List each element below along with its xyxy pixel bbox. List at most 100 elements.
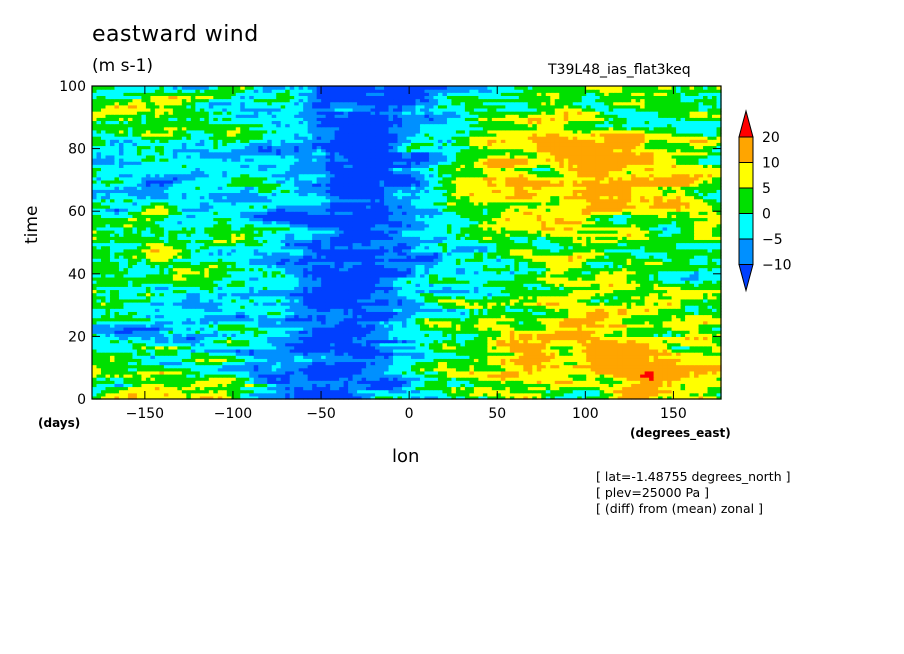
field-cell <box>141 389 147 394</box>
field-cell <box>379 327 385 331</box>
field-cell <box>348 323 354 328</box>
field-cell <box>109 364 116 369</box>
field-cell <box>518 389 524 394</box>
field-cell <box>150 342 156 347</box>
field-cell <box>195 386 201 391</box>
field-cell <box>330 286 336 291</box>
field-cell <box>410 389 417 394</box>
field-cell <box>262 305 268 309</box>
field-cell <box>428 389 435 394</box>
field-cell <box>370 320 376 325</box>
field-cell <box>92 317 98 322</box>
field-cell <box>298 317 304 322</box>
field-cell <box>285 392 291 397</box>
field-cell <box>667 308 673 312</box>
field-cell <box>334 286 340 291</box>
field-cell <box>204 373 210 378</box>
field-cell <box>280 301 286 306</box>
field-cell <box>716 308 722 312</box>
field-cell <box>676 389 682 394</box>
field-cell <box>536 389 542 394</box>
field-cell <box>437 395 444 400</box>
field-cell <box>658 361 664 366</box>
field-cell <box>622 377 628 381</box>
field-cell <box>469 327 475 331</box>
field-cell <box>289 311 295 316</box>
field-cell <box>455 380 462 384</box>
field-cell <box>393 386 399 391</box>
field-cell <box>222 320 228 325</box>
field-cell <box>595 298 601 303</box>
field-cell <box>712 386 718 391</box>
field-cell <box>649 358 655 363</box>
field-cell <box>177 317 183 322</box>
field-cell <box>469 342 475 347</box>
field-cell <box>298 289 304 294</box>
field-cell <box>446 298 453 303</box>
field-cell <box>694 389 700 394</box>
field-cell <box>285 286 291 291</box>
field-cell <box>388 386 394 391</box>
field-cell <box>231 289 237 294</box>
field-cell <box>644 386 650 391</box>
field-cell <box>590 370 596 375</box>
field-cell <box>518 386 524 391</box>
field-cell <box>190 301 196 306</box>
field-cell <box>451 367 457 372</box>
field-cell <box>379 286 385 291</box>
field-cell <box>402 348 408 353</box>
field-cell <box>563 367 569 372</box>
field-cell <box>213 308 219 312</box>
field-cell <box>581 295 587 300</box>
field-cell <box>496 386 502 391</box>
field-cell <box>240 364 246 369</box>
field-cell <box>676 301 682 306</box>
field-cell <box>92 336 98 341</box>
field-cell <box>640 339 646 344</box>
field-cell <box>455 377 462 381</box>
field-cell <box>590 314 596 319</box>
field-cell <box>127 392 134 397</box>
field-cell <box>217 301 223 306</box>
field-cell <box>505 327 511 331</box>
field-cell <box>357 370 363 375</box>
field-cell <box>100 286 107 291</box>
field-cell <box>599 380 605 384</box>
field-cell <box>384 358 390 363</box>
field-cell <box>303 364 309 369</box>
field-cell <box>312 320 318 325</box>
field-cell <box>222 370 228 375</box>
field-cell <box>388 377 394 381</box>
field-cell <box>424 336 430 341</box>
field-cell <box>487 305 493 309</box>
field-cell <box>118 342 125 347</box>
field-cell <box>190 345 196 350</box>
field-cell <box>240 317 246 322</box>
field-cell <box>262 383 268 388</box>
field-cell <box>199 286 205 291</box>
field-cell <box>514 311 520 316</box>
field-cell <box>523 370 529 375</box>
field-cell <box>186 308 192 312</box>
field-cell <box>370 330 376 334</box>
field-cell <box>518 323 524 328</box>
field-cell <box>397 358 403 363</box>
field-cell <box>716 295 722 300</box>
field-cell <box>199 383 205 388</box>
field-cell <box>478 355 484 359</box>
field-cell <box>204 292 210 297</box>
field-cell <box>388 317 394 322</box>
field-cell <box>590 345 596 350</box>
field-cell <box>186 358 192 363</box>
field-cell <box>339 336 345 341</box>
field-cell <box>442 358 448 363</box>
field-cell <box>96 336 102 341</box>
field-cell <box>446 289 453 294</box>
field-cell <box>321 364 327 369</box>
field-cell <box>662 292 668 297</box>
field-cell <box>415 323 421 328</box>
field-cell <box>590 298 596 303</box>
field-cell <box>523 352 529 356</box>
field-cell <box>249 330 255 334</box>
field-cell <box>235 333 241 337</box>
